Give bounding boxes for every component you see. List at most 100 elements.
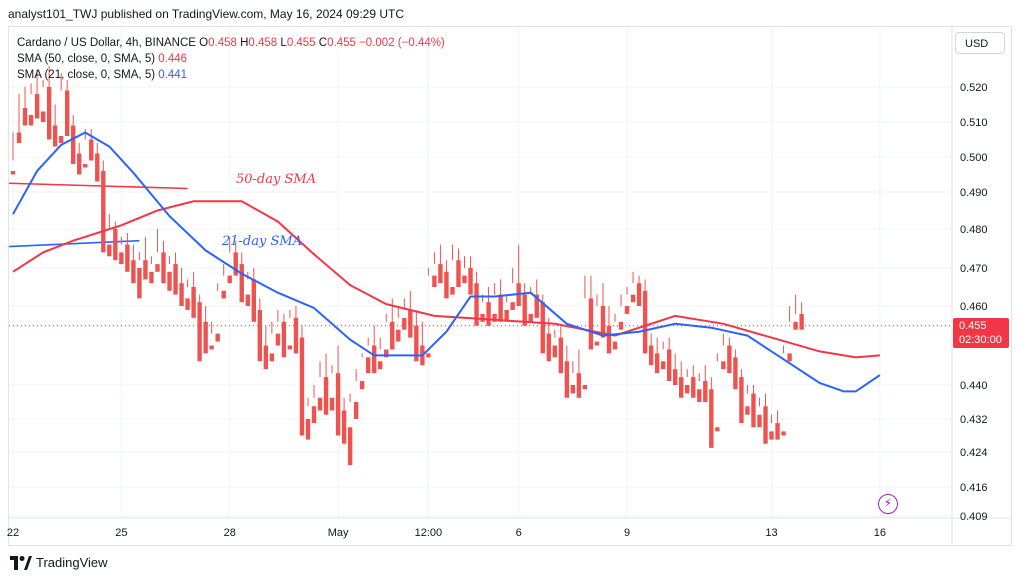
candle-body[interactable] [46,87,52,140]
candle-body[interactable] [763,406,768,444]
candle-body[interactable] [173,264,178,295]
candle-body[interactable] [329,397,335,411]
candle-body[interactable] [83,164,88,168]
candle-body[interactable] [576,373,582,398]
candle-body[interactable] [787,353,792,362]
candle-body[interactable] [215,333,220,342]
candle-body[interactable] [22,108,28,126]
candle-body[interactable] [113,229,118,261]
candle-body[interactable] [498,294,503,322]
candle-body[interactable] [89,139,94,161]
candle-body[interactable] [125,244,130,272]
candle-body[interactable] [58,136,64,143]
candle-body[interactable] [209,345,214,350]
candle-body[interactable] [390,321,395,350]
candle-body[interactable] [71,125,76,165]
candle-body[interactable] [624,306,630,314]
candle-body[interactable] [396,329,401,342]
candle-body[interactable] [203,321,208,354]
candle-body[interactable] [727,345,732,374]
candle-body[interactable] [323,377,329,415]
candle-body[interactable] [456,260,461,287]
candle-body[interactable] [769,431,774,440]
candle-body[interactable] [492,313,497,322]
candle-body[interactable] [161,252,166,284]
candle-body[interactable] [287,345,293,350]
candle-body[interactable] [293,317,299,354]
candle-body[interactable] [335,373,341,436]
candle-body[interactable] [365,357,371,374]
candle-body[interactable] [582,385,588,390]
candle-body[interactable] [546,333,551,362]
candle-body[interactable] [781,431,786,436]
candle-body[interactable] [654,353,660,374]
candle-body[interactable] [281,321,287,358]
candle-body[interactable] [450,287,455,295]
candle-body[interactable] [227,275,232,284]
candle-body[interactable] [438,264,443,284]
candle-body[interactable] [679,377,684,398]
candle-body[interactable] [540,302,545,354]
candle-body[interactable] [703,381,708,402]
candle-body[interactable] [269,353,275,362]
candle-body[interactable] [311,406,317,424]
candle-body[interactable] [372,345,377,374]
candle-body[interactable] [522,294,527,326]
candle-body[interactable] [107,244,112,257]
currency-button[interactable]: USD [955,32,1005,54]
candle-body[interactable] [179,283,184,306]
candle-body[interactable] [10,171,16,175]
candle-body[interactable] [739,377,744,424]
candle-body[interactable] [648,345,654,366]
candle-body[interactable] [16,132,22,144]
candle-body[interactable] [353,402,359,419]
candle-body[interactable] [317,397,323,411]
candle-body[interactable] [691,377,696,398]
candle-body[interactable] [715,427,720,432]
candle-body[interactable] [486,302,491,326]
sma21-line[interactable] [12,131,881,393]
candle-body[interactable] [474,283,479,326]
candle-body[interactable] [775,423,780,440]
candle-body[interactable] [185,298,190,310]
candle-body[interactable] [606,325,612,354]
candle-body[interactable] [630,294,636,303]
candle-body[interactable] [155,264,160,272]
candle-body[interactable] [34,94,40,119]
candle-body[interactable] [52,125,58,147]
candle-body[interactable] [149,271,154,284]
candle-body[interactable] [131,260,136,284]
candle-body[interactable] [564,361,570,398]
candle-body[interactable] [245,294,250,306]
candle-body[interactable] [709,389,714,448]
candle-body[interactable] [305,419,311,440]
candle-body[interactable] [612,341,618,350]
candle-body[interactable] [426,353,431,358]
candle-body[interactable] [552,345,557,358]
trendline-red[interactable] [8,182,188,190]
candle-body[interactable] [793,321,798,330]
candle-body[interactable] [341,410,347,444]
candle-body[interactable] [666,349,672,382]
candle-body[interactable] [432,275,437,287]
candle-body[interactable] [528,313,533,322]
sma50-line[interactable] [12,200,880,359]
candle-body[interactable] [618,321,624,330]
candle-body[interactable] [101,171,106,253]
candle-body[interactable] [673,369,678,385]
candle-body[interactable] [263,345,269,370]
candle-body[interactable] [721,361,726,370]
candle-body[interactable] [77,153,82,175]
candle-body[interactable] [64,90,70,137]
candle-body[interactable] [347,427,353,466]
candle-body[interactable] [468,268,473,295]
trendline-blue[interactable] [8,239,140,248]
candle-body[interactable] [378,361,383,370]
candle-body[interactable] [534,294,539,318]
candle-body[interactable] [642,290,648,354]
legend-sma50-row[interactable]: SMA (50, close, 0, SMA, 5) 0.446 [17,51,445,67]
candle-body[interactable] [799,313,804,330]
candle-body[interactable] [594,341,600,346]
footer-brand[interactable]: TradingView [10,555,108,570]
